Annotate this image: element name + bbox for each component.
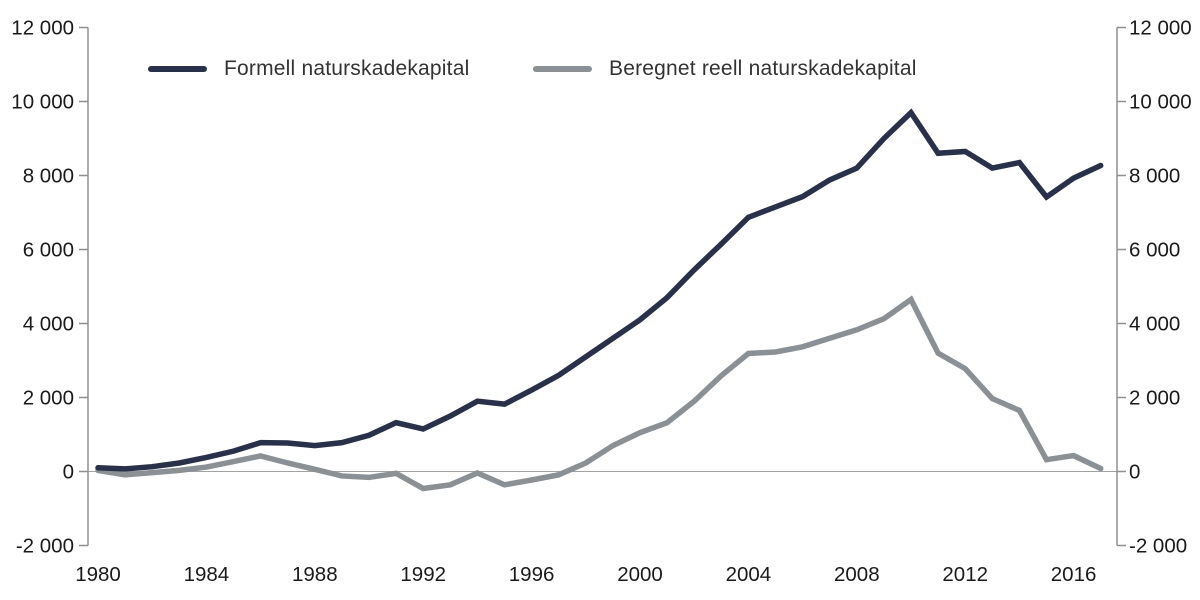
x-axis-tick-label: 1996 [509, 563, 555, 586]
legend-item-beregnet: Beregnet reell naturskadekapital [533, 57, 917, 81]
y-axis-tick-label-left: 2 000 [23, 387, 74, 410]
x-axis-tick-label: 2004 [726, 563, 772, 586]
y-axis-tick-label-right: 6 000 [1129, 239, 1180, 262]
y-axis-tick-label-right: 12 000 [1129, 17, 1192, 40]
legend-label-beregnet: Beregnet reell naturskadekapital [609, 57, 917, 80]
y-axis-tick-label-right: 4 000 [1129, 313, 1180, 336]
y-axis-tick-label-right: 2 000 [1129, 387, 1180, 410]
y-axis-tick-label-left: 4 000 [23, 313, 74, 336]
y-axis-tick-label-left: 6 000 [23, 239, 74, 262]
x-axis-tick-label: 2016 [1051, 563, 1097, 586]
x-axis-tick-label: 2000 [617, 563, 663, 586]
x-axis-tick-label: 1988 [292, 563, 338, 586]
y-axis-tick-label-left: -2 000 [16, 535, 74, 558]
x-axis-tick-label: 1992 [400, 563, 446, 586]
x-axis-tick-label: 1984 [184, 563, 230, 586]
y-axis-tick-label-right: -2 000 [1129, 535, 1187, 558]
x-axis-tick-label: 1980 [75, 563, 121, 586]
y-axis-tick-label-right: 8 000 [1129, 165, 1180, 188]
legend-swatch-formell [148, 66, 207, 72]
y-axis-tick-label-left: 0 [63, 461, 74, 484]
y-axis-tick-label-left: 12 000 [11, 17, 74, 40]
y-axis-tick-label-left: 10 000 [11, 91, 74, 114]
x-axis-tick-label: 2008 [834, 563, 880, 586]
y-axis-tick-label-right: 10 000 [1129, 91, 1192, 114]
legend-item-formell: Formell naturskadekapital [148, 57, 469, 81]
legend-label-formell: Formell naturskadekapital [224, 57, 470, 80]
y-axis-tick-label-right: 0 [1129, 461, 1140, 484]
legend-swatch-beregnet [533, 66, 592, 72]
series-line-beregnet [95, 295, 1104, 492]
series-line-formell [95, 108, 1104, 472]
x-axis-tick-label: 2012 [942, 563, 988, 586]
y-axis-tick-label-left: 8 000 [23, 165, 74, 188]
